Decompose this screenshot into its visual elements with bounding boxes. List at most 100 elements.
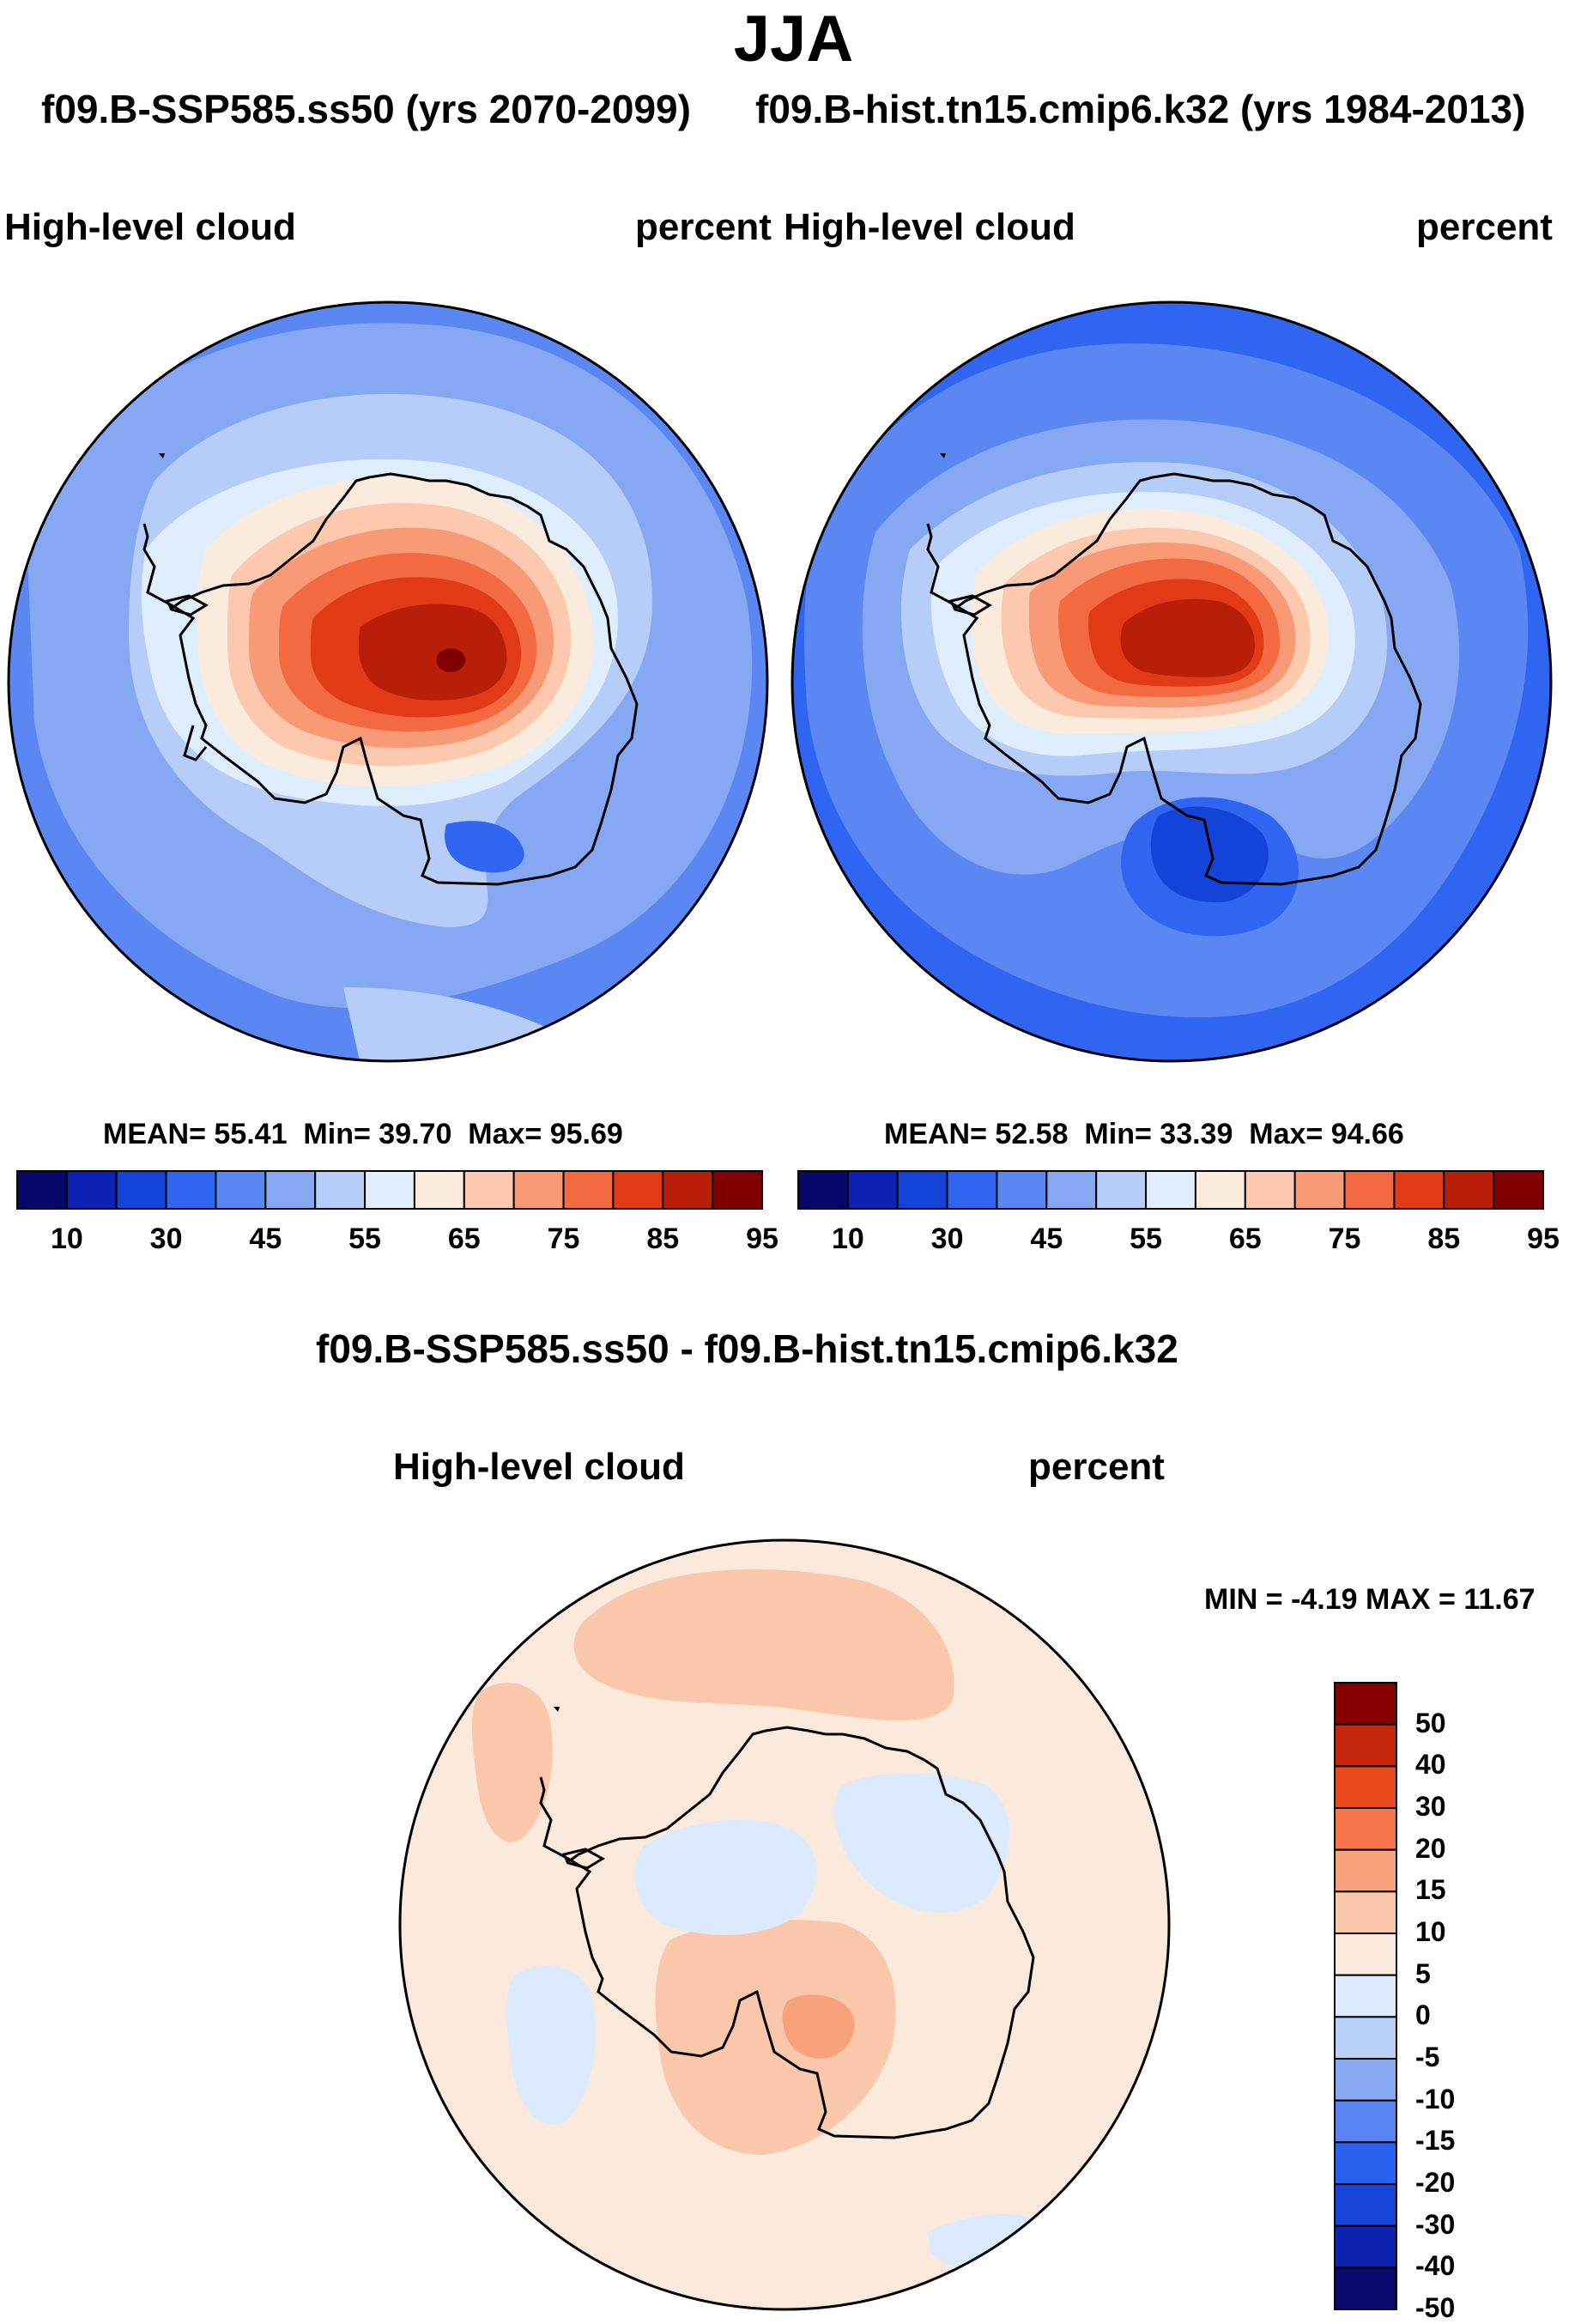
left-colorbar-swatch-2 xyxy=(115,1170,167,1210)
left-panel-label: High-level cloud xyxy=(4,206,296,248)
right-colorbar-tick-label: 30 xyxy=(930,1223,964,1255)
right-max-value: 94.66 xyxy=(1330,1118,1404,1150)
left-coast-detail xyxy=(183,725,208,762)
left-colorbar-tick-label: 75 xyxy=(547,1223,580,1255)
left-colorbar-swatch-6 xyxy=(314,1170,366,1210)
right-colorbar-swatch-5 xyxy=(1045,1170,1098,1210)
diff-colorbar-tick-label: 0 xyxy=(1415,1999,1431,2031)
left-colorbar-tick-label: 95 xyxy=(746,1223,778,1255)
left-colorbar-swatch-12 xyxy=(612,1170,664,1210)
diff-colorbar-swatch-10 xyxy=(1334,2099,1397,2144)
left-colorbar-swatch-8 xyxy=(413,1170,465,1210)
left-colorbar-swatch-13 xyxy=(662,1170,714,1210)
right-colorbar xyxy=(797,1170,1544,1210)
diff-colorbar-swatch-7 xyxy=(1334,1974,1397,2018)
left-map-border xyxy=(7,300,769,1063)
left-colorbar-swatch-11 xyxy=(562,1170,615,1210)
diff-colorbar-tick-label: -20 xyxy=(1415,2167,1456,2198)
left-colorbar-swatch-1 xyxy=(65,1170,118,1210)
left-mean-value: 55.41 xyxy=(214,1118,288,1150)
diff-colorbar-swatch-6 xyxy=(1334,1933,1397,1976)
diff-colorbar xyxy=(1334,1682,1397,2310)
right-colorbar-swatch-9 xyxy=(1244,1170,1296,1210)
diff-colorbar-swatch-11 xyxy=(1334,2141,1397,2185)
diff-min-value: -4.19 xyxy=(1291,1583,1358,1616)
diff-colorbar-tick-label: 50 xyxy=(1415,1707,1446,1738)
left-mean-label: MEAN= xyxy=(103,1118,206,1150)
right-polar-map xyxy=(790,300,1553,1063)
left-colorbar xyxy=(16,1170,764,1210)
diff-colorbar-tick-label: -40 xyxy=(1415,2250,1456,2282)
diff-colorbar-tick-label: -10 xyxy=(1415,2083,1456,2115)
right-colorbar-tick-label: 95 xyxy=(1527,1223,1560,1255)
left-colorbar-swatch-4 xyxy=(215,1170,267,1210)
left-polar-map xyxy=(7,300,769,1063)
left-min-label: Min= xyxy=(303,1118,371,1150)
diff-map-border xyxy=(398,1538,1171,2311)
diff-colorbar-swatch-8 xyxy=(1334,2016,1397,2060)
right-colorbar-tick-label: 10 xyxy=(831,1223,864,1255)
right-colorbar-swatch-11 xyxy=(1343,1170,1396,1210)
diff-colorbar-tick-label: 15 xyxy=(1415,1874,1446,1906)
left-coast-peninsula-shelf xyxy=(165,594,209,616)
diff-island xyxy=(554,1707,560,1712)
right-case-header: f09.B-hist.tn15.cmip6.k32 (yrs 1984-2013… xyxy=(755,87,1526,131)
right-colorbar-tick-label: 75 xyxy=(1328,1223,1361,1255)
right-colorbar-swatch-12 xyxy=(1393,1170,1445,1210)
right-antarctica-coastline xyxy=(926,472,1422,886)
diff-title: f09.B-SSP585.ss50 - f09.B-hist.tn15.cmip… xyxy=(316,1326,1178,1371)
diff-contour-10-ross xyxy=(782,1994,855,2059)
right-colorbar-swatch-3 xyxy=(946,1170,998,1210)
left-contour-95 xyxy=(436,648,466,673)
right-colorbar-swatch-4 xyxy=(996,1170,1048,1210)
diff-colorbar-tick-label: 40 xyxy=(1415,1749,1446,1781)
right-panel-units: percent xyxy=(1416,206,1553,248)
left-colorbar-tick-label: 65 xyxy=(447,1223,481,1255)
right-mean-value: 52.58 xyxy=(995,1118,1069,1150)
diff-colorbar-tick-label: 20 xyxy=(1415,1832,1446,1864)
diff-contour-neg5-center xyxy=(634,1819,817,1935)
right-colorbar-swatch-10 xyxy=(1293,1170,1346,1210)
left-colorbar-swatch-9 xyxy=(463,1170,515,1210)
left-colorbar-tick-label: 55 xyxy=(348,1223,381,1255)
right-stats: MEAN= 52.58 Min= 33.39 Max= 94.66 xyxy=(884,1118,1404,1151)
left-colorbar-swatch-3 xyxy=(165,1170,217,1210)
right-colorbar-tick-label: 85 xyxy=(1427,1223,1461,1255)
diff-antarctica-coastline xyxy=(539,1726,1035,2139)
left-case-header: f09.B-SSP585.ss50 (yrs 2070-2099) xyxy=(41,87,691,131)
diff-colorbar-swatch-2 xyxy=(1334,1765,1397,1809)
diff-contour-5-west xyxy=(472,1683,553,1842)
right-colorbar-swatch-1 xyxy=(846,1170,899,1210)
right-island xyxy=(940,453,946,458)
left-contour-45-ross xyxy=(445,821,524,873)
right-min-label: Min= xyxy=(1084,1118,1152,1150)
right-contour-90 xyxy=(1120,598,1255,677)
left-panel-units: percent xyxy=(635,206,772,248)
diff-colorbar-swatch-5 xyxy=(1334,1890,1397,1934)
diff-max-label: MAX = xyxy=(1366,1583,1456,1616)
right-colorbar-swatch-8 xyxy=(1194,1170,1246,1210)
right-min-value: 33.39 xyxy=(1160,1118,1233,1150)
diff-panel-units: percent xyxy=(1028,1446,1165,1488)
diff-colorbar-swatch-14 xyxy=(1334,2266,1397,2310)
diff-colorbar-swatch-12 xyxy=(1334,2183,1397,2227)
left-island xyxy=(159,453,165,458)
left-colorbar-swatch-0 xyxy=(16,1170,68,1210)
left-colorbar-swatch-5 xyxy=(264,1170,317,1210)
left-max-value: 95.69 xyxy=(549,1118,623,1150)
right-colorbar-swatch-0 xyxy=(797,1170,849,1210)
left-antarctica-coastline xyxy=(142,472,639,886)
right-colorbar-tick-label: 55 xyxy=(1130,1223,1162,1255)
right-mean-label: MEAN= xyxy=(884,1118,987,1150)
left-max-label: Max= xyxy=(468,1118,542,1150)
left-colorbar-tick-label: 85 xyxy=(646,1223,680,1255)
right-colorbar-swatch-14 xyxy=(1493,1170,1544,1210)
diff-coast-peninsula-shelf xyxy=(561,1848,605,1870)
left-colorbar-swatch-10 xyxy=(512,1170,565,1210)
right-max-label: Max= xyxy=(1249,1118,1324,1150)
right-map-border xyxy=(790,300,1553,1063)
right-contour-40-ross xyxy=(1150,806,1269,902)
diff-colorbar-tick-label: -30 xyxy=(1415,2208,1456,2240)
diff-colorbar-tick-label: 10 xyxy=(1415,1916,1446,1947)
